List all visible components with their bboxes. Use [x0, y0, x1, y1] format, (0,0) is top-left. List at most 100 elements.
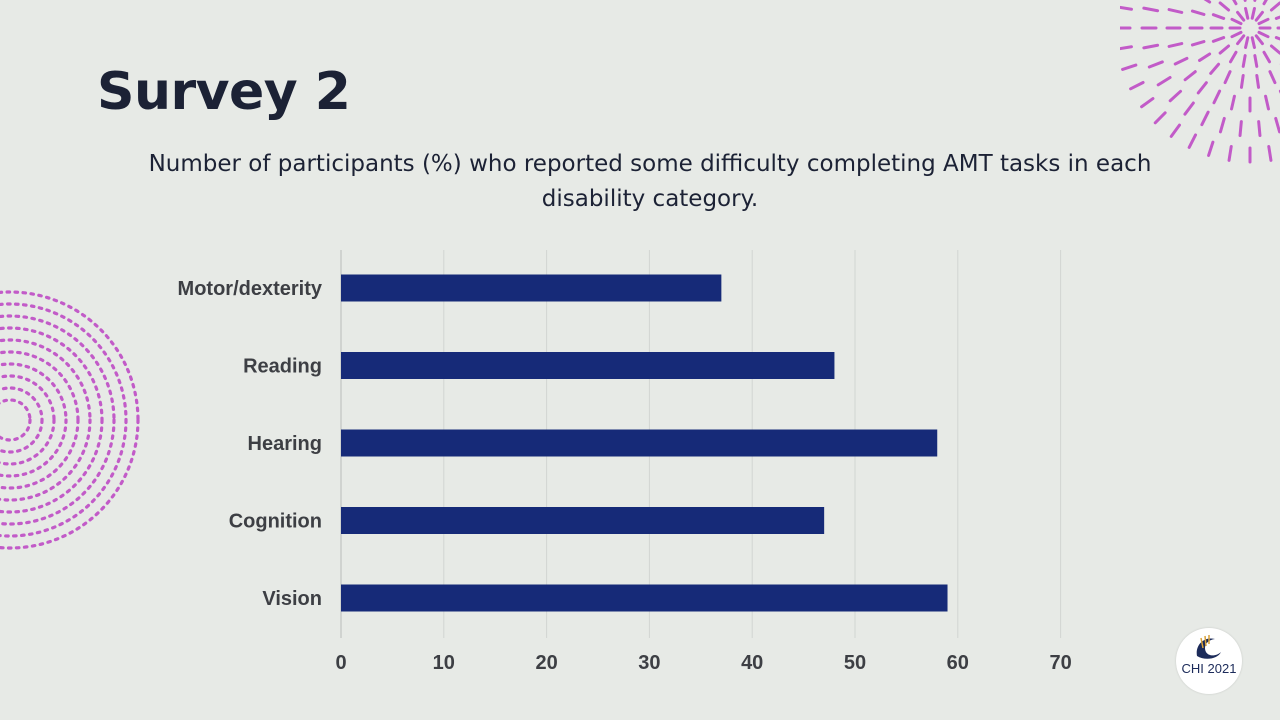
- x-tick-label: 70: [1049, 652, 1071, 674]
- dotted-ring: [0, 386, 44, 454]
- burst-dash: [1218, 116, 1226, 134]
- dotted-ring: [0, 326, 104, 514]
- bar-hearing: [341, 429, 938, 457]
- burst-dash: [1168, 89, 1183, 103]
- burst-dash: [1229, 50, 1238, 64]
- burst-dash: [1153, 111, 1167, 125]
- x-tick-label: 40: [741, 652, 763, 674]
- dotted-ring: [0, 314, 116, 526]
- burst-dash: [1173, 56, 1189, 66]
- dotted-ring: [0, 398, 32, 442]
- burst-dash: [1232, 0, 1238, 6]
- burst-dash: [1203, 0, 1212, 4]
- dotted-circles-decoration: [0, 290, 140, 550]
- burst-dash: [1255, 74, 1261, 89]
- dotted-ring: [0, 362, 68, 478]
- burst-dash: [1147, 60, 1164, 69]
- burst-dash: [1211, 36, 1226, 43]
- burst-dash: [1169, 123, 1181, 138]
- x-tick-label: 20: [535, 652, 557, 674]
- burst-dash: [1262, 0, 1268, 6]
- burst-dash: [1274, 15, 1280, 20]
- dotted-ring: [0, 338, 92, 502]
- x-tick-label: 30: [638, 652, 660, 674]
- bar-motor-dexterity: [341, 274, 722, 302]
- burst-dash: [1187, 133, 1198, 149]
- burst-dash: [1121, 63, 1138, 71]
- x-tick-label: 60: [947, 652, 969, 674]
- burst-dash: [1129, 80, 1145, 91]
- burst-dash: [1254, 34, 1264, 46]
- dotted-ring: [0, 302, 128, 538]
- chi-2021-logo: CHI 2021: [1176, 628, 1242, 694]
- category-label: Cognition: [229, 511, 322, 533]
- burst-dash: [1267, 145, 1273, 162]
- burst-dash: [1198, 52, 1212, 62]
- burst-decoration: [1120, 0, 1280, 164]
- burst-dash: [1190, 9, 1206, 16]
- burst-dash: [1211, 13, 1226, 20]
- burst-dash: [1167, 42, 1184, 48]
- burst-dash: [1120, 45, 1133, 51]
- burst-dash: [1183, 101, 1195, 116]
- burst-dash: [1209, 62, 1221, 75]
- burst-dash: [1190, 40, 1206, 47]
- burst-dash: [1156, 75, 1172, 87]
- category-label: Motor/dexterity: [178, 278, 323, 300]
- burst-dash: [1230, 30, 1243, 39]
- dotted-ring: [0, 290, 140, 550]
- burst-dash: [1236, 10, 1246, 22]
- burst-dash: [1167, 8, 1184, 14]
- burst-dash: [1274, 116, 1280, 134]
- chart-category-labels: Motor/dexterity Reading Hearing Cognition Vi…: [178, 278, 323, 610]
- burst-dash: [1250, 7, 1256, 20]
- burst-dash: [1274, 36, 1280, 41]
- burst-dash: [1253, 54, 1259, 68]
- burst-dash: [1268, 70, 1277, 85]
- dotted-ring: [0, 350, 80, 490]
- bar-cognition: [341, 507, 825, 534]
- burst-dash: [1264, 94, 1270, 111]
- burst-dash: [1200, 110, 1210, 127]
- bar-vision: [341, 584, 948, 612]
- burst-dash: [1241, 54, 1247, 68]
- burst-dash: [1142, 43, 1160, 50]
- burst-dash: [1223, 70, 1232, 85]
- dotted-ring: [0, 374, 56, 466]
- burst-dash: [1227, 145, 1233, 162]
- slide-title: Survey 2: [97, 62, 351, 122]
- burst-dash: [1230, 94, 1236, 111]
- category-label: Vision: [262, 588, 322, 610]
- burst-dash: [1218, 1, 1231, 12]
- x-tick-label: 50: [844, 652, 866, 674]
- burst-dash: [1183, 70, 1197, 82]
- x-tick-label: 0: [335, 652, 346, 674]
- burst-dash: [1236, 34, 1246, 46]
- burst-dash: [1238, 120, 1243, 138]
- burst-dash: [1212, 89, 1222, 105]
- burst-dash: [1140, 97, 1155, 109]
- burst-dash: [1269, 44, 1280, 55]
- chi-wave-icon: [1196, 635, 1221, 659]
- burst-dash: [1120, 5, 1133, 11]
- category-label: Hearing: [248, 433, 322, 455]
- burst-dash: [1207, 140, 1215, 157]
- burst-dash: [1269, 1, 1280, 12]
- burst-dash: [1250, 36, 1256, 49]
- category-label: Reading: [243, 356, 322, 378]
- burst-dash: [1218, 44, 1231, 55]
- burst-dash: [1254, 10, 1264, 22]
- burst-dash: [1244, 36, 1250, 49]
- burst-dash: [1230, 17, 1243, 26]
- burst-dash: [1257, 17, 1270, 26]
- chart-bars: [341, 274, 948, 612]
- chart-x-tick-labels: 0 10 20 30 40 50 60 70: [335, 652, 1071, 674]
- burst-dash: [1142, 6, 1160, 13]
- bar-reading: [341, 352, 835, 379]
- x-tick-label: 10: [433, 652, 455, 674]
- burst-dash: [1239, 74, 1245, 89]
- slide-subtitle: Number of participants (%) who reported …: [148, 151, 1152, 212]
- burst-dash: [1196, 81, 1208, 95]
- burst-dash: [1257, 120, 1262, 138]
